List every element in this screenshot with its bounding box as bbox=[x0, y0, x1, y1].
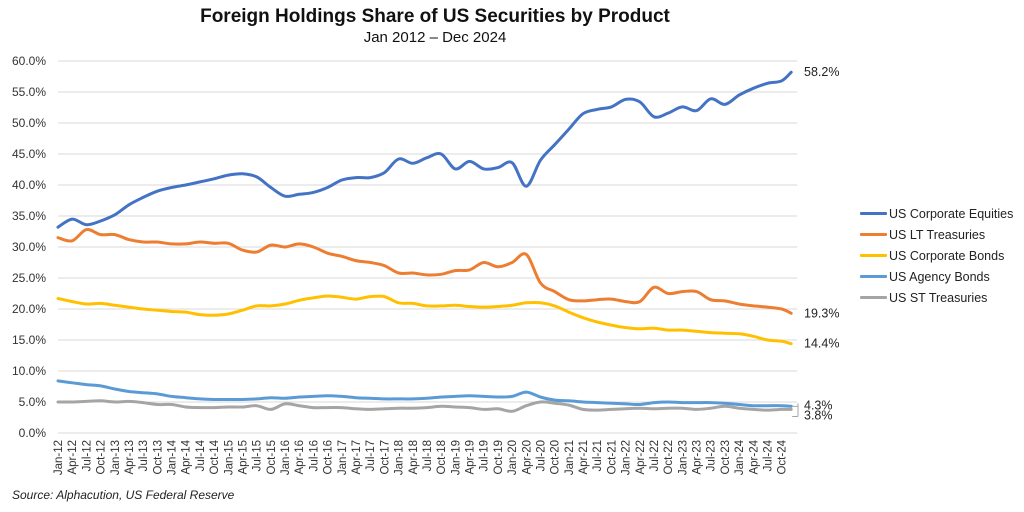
series-line-us-lt-treasuries bbox=[56, 227, 793, 315]
legend-label: US Agency Bonds bbox=[889, 269, 990, 284]
legend-item: US LT Treasuries bbox=[860, 224, 1013, 245]
x-tick-label: Apr-18 bbox=[408, 440, 420, 475]
y-tick-label: 15.0% bbox=[12, 333, 46, 347]
series-line-us-corporate-equities bbox=[56, 70, 793, 229]
x-tick-label: Oct-13 bbox=[152, 440, 164, 475]
chart-title: Foreign Holdings Share of US Securities … bbox=[200, 6, 670, 27]
y-tick-label: 0.0% bbox=[19, 426, 47, 440]
x-tick-label: Jul-23 bbox=[706, 440, 718, 471]
x-tick-label: Jan-21 bbox=[564, 440, 576, 475]
legend-label: US LT Treasuries bbox=[889, 227, 986, 242]
end-value-label: 19.3% bbox=[804, 306, 839, 320]
x-tick-label: Apr-15 bbox=[237, 440, 249, 475]
legend-swatch bbox=[860, 254, 887, 257]
label-connector bbox=[792, 403, 799, 417]
x-tick-label: Jul-14 bbox=[195, 439, 207, 471]
chart-subtitle: Jan 2012 – Dec 2024 bbox=[363, 29, 507, 46]
x-tick-label: Jul-18 bbox=[422, 440, 434, 471]
y-tick-label: 45.0% bbox=[12, 147, 46, 161]
legend-item: US Agency Bonds bbox=[860, 266, 1013, 287]
x-tick-label: Apr-19 bbox=[465, 440, 477, 475]
x-tick-label: Jan-22 bbox=[621, 440, 633, 475]
x-tick-label: Jan-15 bbox=[223, 440, 235, 475]
x-tick-label: Oct-12 bbox=[96, 440, 108, 475]
x-tick-label: Oct-17 bbox=[379, 440, 391, 475]
y-tick-label: 30.0% bbox=[12, 240, 46, 254]
x-tick-label: Jan-18 bbox=[394, 440, 406, 475]
x-tick-label: Jul-21 bbox=[592, 440, 604, 471]
x-tick-label: Oct-24 bbox=[777, 439, 789, 474]
legend-item: US Corporate Equities bbox=[860, 203, 1013, 224]
x-tick-label: Apr-14 bbox=[181, 439, 193, 474]
x-tick-label: Oct-21 bbox=[606, 440, 618, 475]
x-tick-label: Jan-13 bbox=[110, 440, 122, 475]
x-tick-label: Jan-17 bbox=[337, 440, 349, 475]
y-tick-label: 50.0% bbox=[12, 116, 46, 130]
x-tick-label: Jul-12 bbox=[81, 440, 93, 471]
y-tick-label: 10.0% bbox=[12, 364, 46, 378]
legend-swatch bbox=[860, 296, 887, 299]
legend-swatch bbox=[860, 275, 887, 278]
x-tick-label: Oct-18 bbox=[436, 440, 448, 475]
x-tick-label: Jul-17 bbox=[365, 440, 377, 471]
x-tick-label: Apr-22 bbox=[635, 440, 647, 475]
end-value-label: 3.8% bbox=[804, 408, 833, 422]
y-tick-label: 40.0% bbox=[12, 178, 46, 192]
x-tick-label: Apr-12 bbox=[67, 440, 79, 475]
x-tick-label: Jul-22 bbox=[649, 440, 661, 471]
x-tick-label: Jan-12 bbox=[53, 440, 65, 475]
series-line-us-corporate-bonds bbox=[56, 294, 793, 346]
y-tick-label: 35.0% bbox=[12, 209, 46, 223]
legend-label: US ST Treasuries bbox=[889, 290, 988, 305]
end-value-label: 58.2% bbox=[804, 65, 839, 79]
end-value-label: 14.4% bbox=[804, 337, 839, 351]
x-tick-label: Oct-16 bbox=[323, 440, 335, 475]
source-note: Source: Alphacution, US Federal Reserve bbox=[12, 488, 235, 502]
x-tick-label: Oct-20 bbox=[550, 440, 562, 475]
x-tick-label: Apr-21 bbox=[578, 440, 590, 475]
y-tick-label: 55.0% bbox=[12, 85, 46, 99]
chart-legend: US Corporate Equities US LT Treasuries US … bbox=[860, 203, 1013, 308]
legend-item: US Corporate Bonds bbox=[860, 245, 1013, 266]
x-tick-label: Oct-23 bbox=[720, 440, 732, 475]
x-tick-label: Oct-22 bbox=[663, 440, 675, 475]
x-tick-label: Apr-20 bbox=[521, 440, 533, 475]
x-tick-label: Jul-15 bbox=[252, 440, 264, 471]
legend-swatch bbox=[860, 212, 887, 215]
x-tick-label: Jan-20 bbox=[507, 440, 519, 475]
legend-label: US Corporate Bonds bbox=[889, 248, 1005, 263]
x-tick-label: Jan-24 bbox=[734, 439, 746, 475]
x-tick-label: Jul-19 bbox=[479, 440, 491, 471]
x-tick-label: Apr-13 bbox=[124, 440, 136, 475]
x-tick-label: Jan-19 bbox=[450, 440, 462, 475]
x-tick-label: Jan-23 bbox=[677, 440, 689, 475]
x-tick-label: Apr-24 bbox=[748, 439, 760, 474]
x-tick-label: Oct-19 bbox=[493, 440, 505, 475]
y-tick-label: 60.0% bbox=[12, 54, 46, 68]
series-line-us-agency-bonds bbox=[56, 379, 793, 408]
x-tick-label: Jul-16 bbox=[308, 440, 320, 471]
x-tick-label: Apr-23 bbox=[692, 440, 704, 475]
x-tick-label: Jul-24 bbox=[763, 439, 775, 471]
x-tick-label: Jul-13 bbox=[138, 440, 150, 471]
y-tick-label: 5.0% bbox=[19, 395, 47, 409]
x-tick-label: Jan-16 bbox=[280, 440, 292, 475]
x-tick-label: Apr-17 bbox=[351, 440, 363, 475]
x-tick-label: Jan-14 bbox=[167, 439, 179, 475]
x-tick-label: Oct-15 bbox=[266, 440, 278, 475]
y-tick-label: 25.0% bbox=[12, 271, 46, 285]
legend-label: US Corporate Equities bbox=[889, 206, 1014, 221]
x-tick-label: Jul-20 bbox=[535, 440, 547, 471]
x-tick-label: Oct-14 bbox=[209, 439, 221, 474]
legend-item: US ST Treasuries bbox=[860, 287, 1013, 308]
y-tick-label: 20.0% bbox=[12, 302, 46, 316]
series-line-us-st-treasuries bbox=[56, 399, 793, 413]
x-tick-label: Apr-16 bbox=[294, 440, 306, 475]
end-value-label: 4.3% bbox=[804, 398, 833, 412]
legend-swatch bbox=[860, 233, 887, 236]
